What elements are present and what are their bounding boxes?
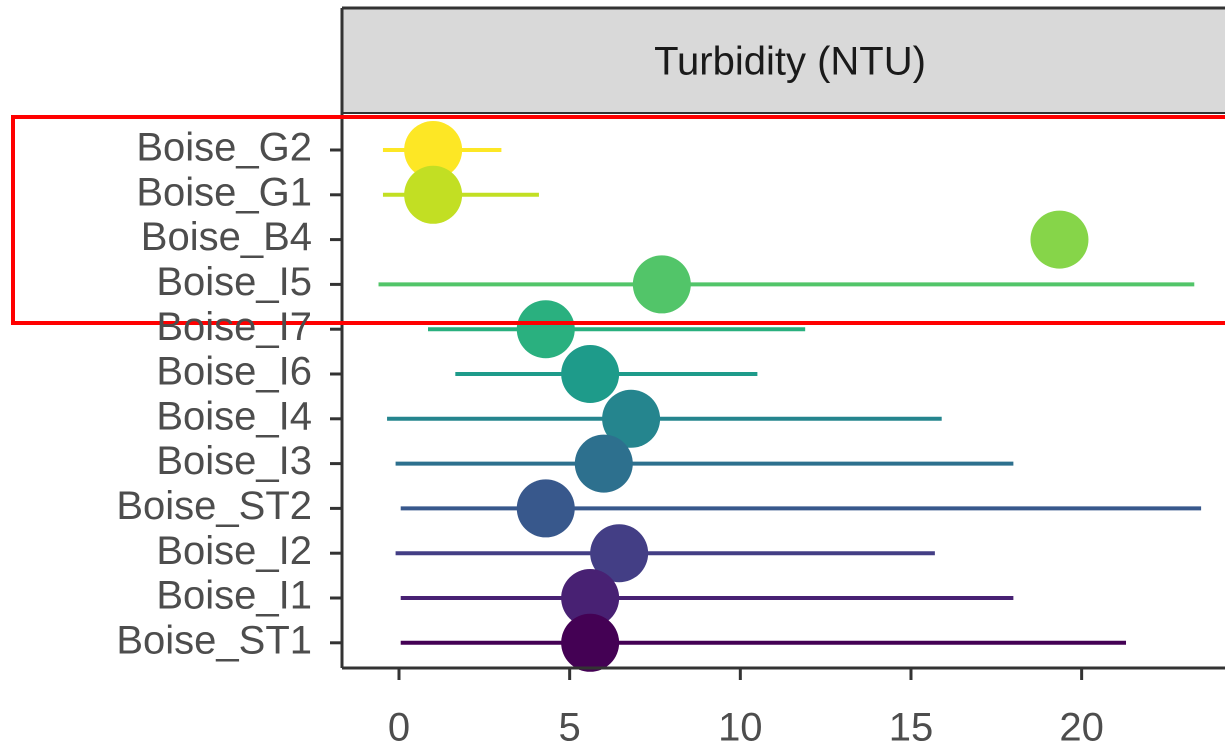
dot: [561, 345, 620, 403]
dot: [574, 434, 633, 493]
strip-background: [342, 8, 1225, 113]
dot: [404, 121, 463, 179]
y-tick-label: Boise_G2: [136, 126, 312, 170]
y-tick-label: Boise_I5: [156, 260, 312, 304]
dot: [1030, 210, 1089, 269]
y-tick-label: Boise_ST2: [116, 484, 312, 528]
dot: [516, 300, 575, 359]
y-tick-label: Boise_I7: [156, 305, 312, 349]
y-tick-label: Boise_I4: [156, 394, 312, 438]
y-tick-label: Boise_G1: [136, 170, 312, 214]
dot: [516, 479, 575, 538]
x-tick-label: 20: [1059, 706, 1104, 750]
x-tick-label: 5: [559, 706, 581, 750]
dot: [561, 613, 620, 672]
y-tick-label: Boise_B4: [141, 215, 312, 259]
x-tick-label: 0: [388, 706, 410, 750]
y-tick-label: Boise_I3: [156, 439, 312, 483]
x-tick-label: 15: [889, 706, 934, 750]
highlight-box: [11, 115, 1225, 325]
dot: [561, 569, 620, 627]
y-tick-label: Boise_I6: [156, 350, 312, 394]
dot: [404, 165, 463, 224]
panel-title: Turbidity (NTU): [654, 40, 926, 84]
dot: [632, 255, 691, 314]
dot: [590, 524, 649, 583]
y-tick-label: Boise_I1: [156, 574, 312, 618]
y-tick-label: Boise_ST1: [116, 618, 312, 662]
dot: [602, 389, 661, 448]
x-tick-label: 10: [718, 706, 763, 750]
plot-area: [378, 121, 1202, 672]
y-tick-label: Boise_I2: [156, 529, 312, 573]
